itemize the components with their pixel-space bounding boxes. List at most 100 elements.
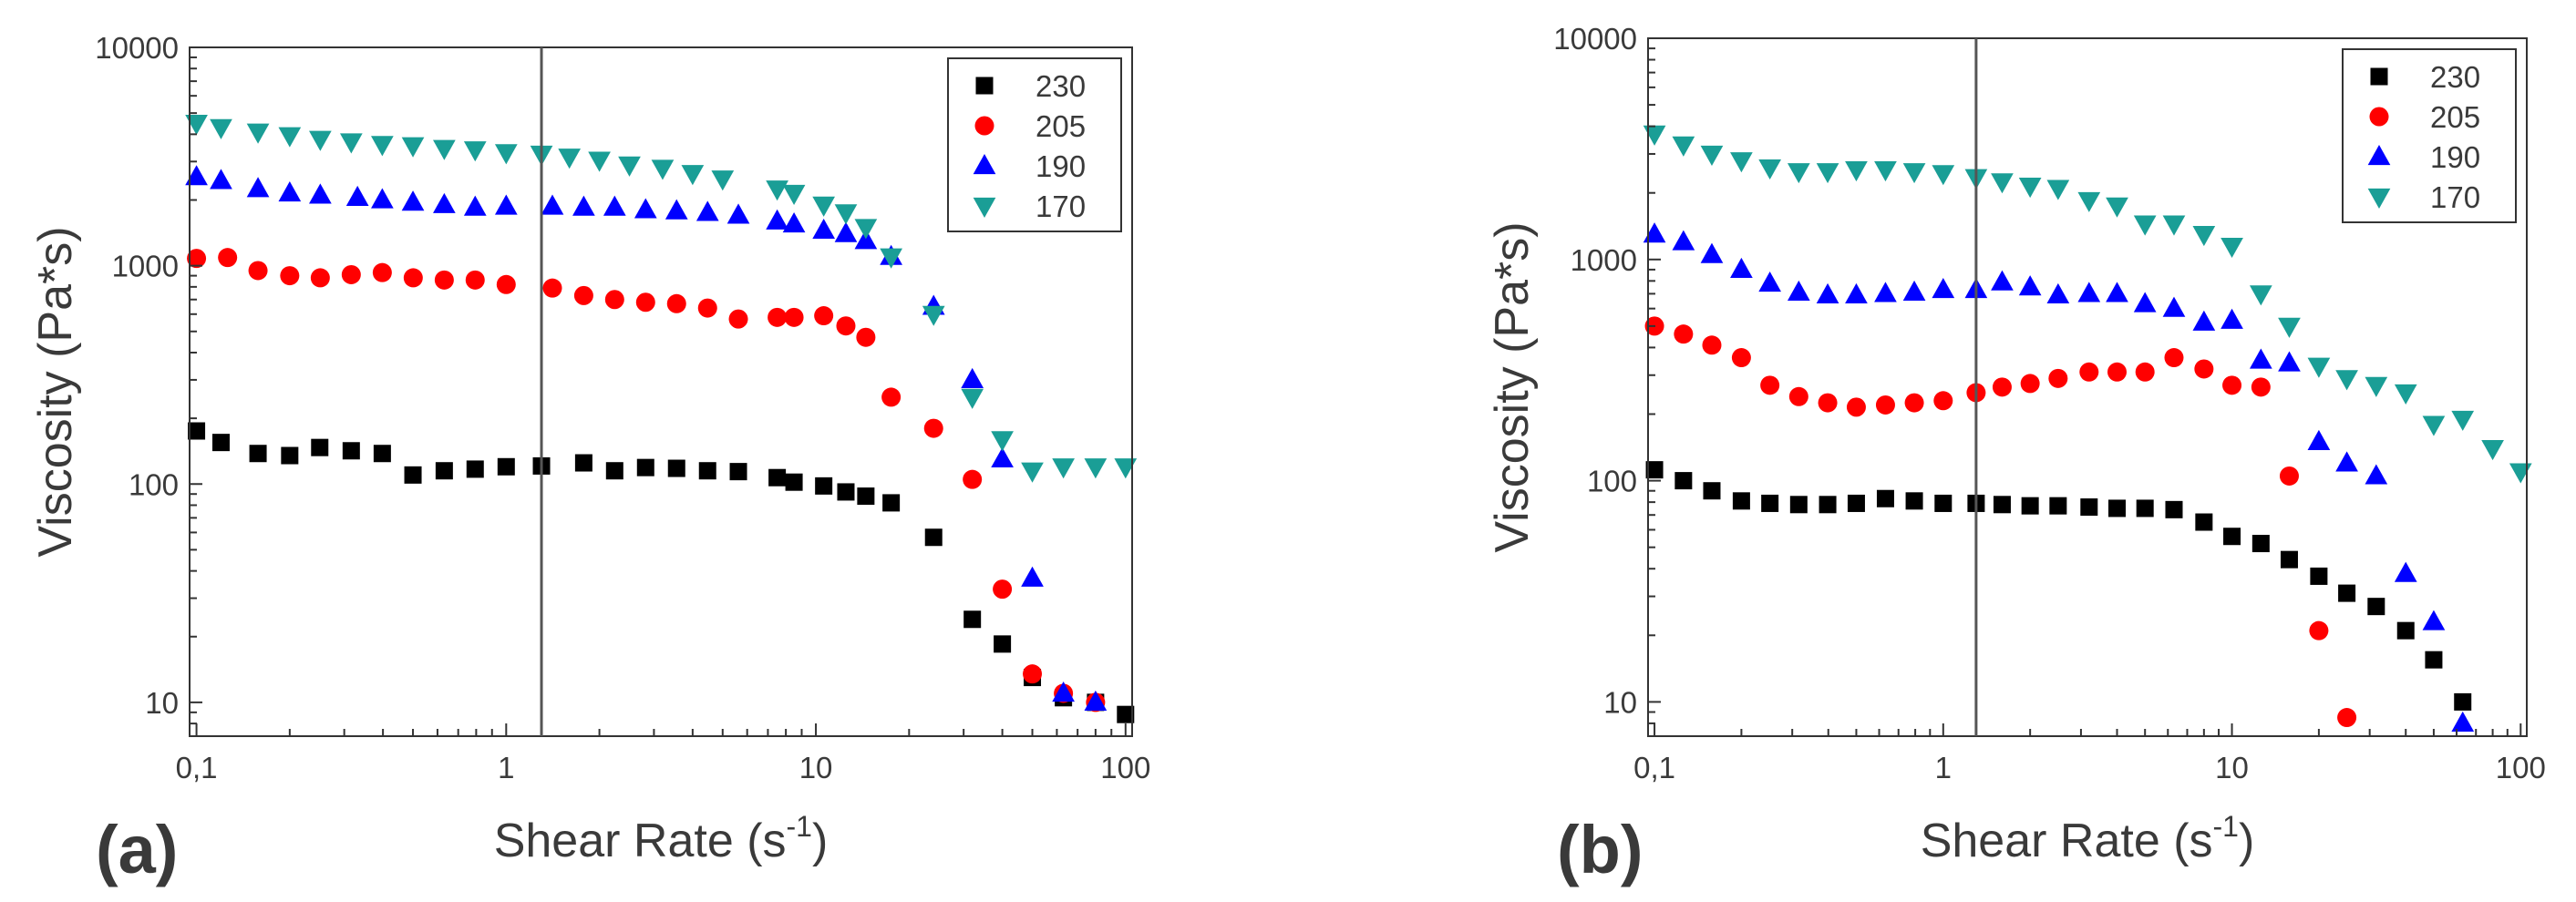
y-tick-label: 100 [1587,465,1637,498]
legend-marker-190 [973,154,996,175]
data-point-170 [1902,163,1926,184]
data-point-205 [2309,620,2329,641]
legend-box [947,57,1122,232]
panel-label: (a) [96,812,178,887]
data-point-230 [994,635,1012,653]
data-point-205 [341,264,361,284]
data-point-230 [815,477,833,495]
data-point-205 [697,298,717,318]
data-point-205 [784,307,804,327]
data-point-205 [1933,391,1953,411]
data-point-190 [1932,277,1955,299]
data-point-230 [698,462,716,480]
data-point-205 [2164,348,2184,368]
data-point-170 [2133,215,2157,236]
data-point-205 [1904,393,1924,413]
data-point-170 [1672,136,1695,157]
legend-marker-230 [2370,67,2388,86]
x-tick-label: 10 [2215,751,2249,784]
chart-panel-a: 0,1 1 10 100 10 100 1000 10000 230 205 190 170 Vis… [29,31,1150,887]
data-point-190 [782,212,806,233]
data-point-170 [1787,163,1810,184]
data-point-170 [618,156,641,177]
data-point-205 [2048,368,2068,388]
data-point-205 [666,293,686,313]
data-point-205 [2337,708,2357,728]
panel-label: (b) [1557,812,1643,887]
data-point-190 [603,195,626,216]
legend-marker-170 [2367,188,2391,209]
data-point-170 [2192,226,2216,247]
legend-label: 170 [2430,180,2480,214]
data-point-190 [2249,348,2272,369]
data-point-205 [434,270,454,290]
data-point-205 [836,316,856,336]
data-point-170 [1932,165,1955,186]
data-point-190 [2192,310,2216,331]
data-point-230 [2396,621,2415,640]
data-point-190 [2046,282,2070,304]
data-point-230 [574,454,592,472]
legend-label: 190 [1036,149,1086,183]
plot-content [1643,125,2532,733]
data-point-230 [857,487,875,506]
data-point-190 [2307,429,2331,450]
data-point-205 [2079,362,2099,382]
data-point-205 [728,309,748,329]
data-point-170 [246,123,270,144]
legend-label: 230 [1036,69,1086,103]
data-point-170 [681,165,705,186]
data-point-230 [2425,651,2443,669]
data-point-170 [766,180,788,201]
data-point-170 [1991,173,2014,194]
data-point-170 [1700,145,1724,166]
series-190 [185,165,1108,711]
data-point-230 [2080,498,2098,517]
data-point-190 [572,195,595,216]
data-point-205 [2020,374,2040,394]
data-point-190 [401,190,425,211]
x-tick-label: 0,1 [1633,751,1675,784]
data-point-190 [812,218,836,240]
legend: 230 205 190 170 [947,57,1122,232]
x-tick-label: 100 [2496,751,2546,784]
data-point-205 [280,266,300,286]
data-point-170 [1084,458,1108,479]
plot-frame [1647,37,2528,737]
data-point-205 [923,418,943,438]
data-point-230 [2136,499,2154,518]
data-point-190 [2133,292,2157,313]
legend-marker-205 [974,116,994,136]
data-point-230 [281,446,299,465]
data-point-170 [651,159,675,180]
legend-label: 190 [2430,140,2480,174]
x-tick-label: 10 [799,751,833,784]
data-point-190 [2422,610,2446,630]
data-point-170 [185,114,208,136]
data-point-230 [2454,692,2472,711]
data-point-230 [768,468,787,487]
data-point-190 [2451,711,2475,733]
data-point-205 [248,261,268,281]
data-point-230 [1761,494,1779,512]
data-point-205 [496,274,516,294]
x-axis-label-text: Shear Rate (s [494,815,787,867]
data-point-205 [372,262,392,282]
series-230 [1645,461,2472,711]
data-point-205 [2251,377,2271,397]
data-point-170 [1816,163,1839,184]
x-axis-label-close: ) [2239,815,2254,867]
data-point-190 [1052,681,1075,702]
x-tick-label: 100 [1100,751,1150,784]
data-point-230 [1876,489,1894,507]
data-point-170 [433,139,456,160]
data-point-205 [604,290,624,310]
data-point-190 [246,177,270,198]
data-point-170 [2422,415,2446,436]
data-point-205 [1674,324,1694,344]
data-point-230 [2280,550,2298,569]
legend-box [2342,48,2517,223]
y-tick-label: 1000 [1571,243,1637,277]
data-point-170 [2394,384,2417,405]
axis-ticks: 0,1 1 10 100 10 100 1000 10000 [95,31,1150,784]
